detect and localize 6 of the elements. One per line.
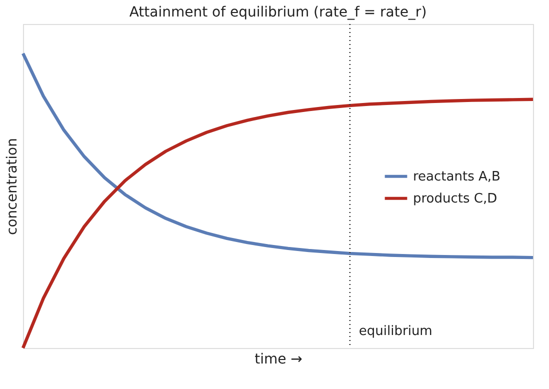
legend-label: reactants A,B	[413, 169, 500, 184]
x-axis-title: time →	[254, 352, 303, 368]
annotation: equilibrium	[358, 324, 432, 339]
legend-label: products C,D	[413, 191, 498, 206]
y-axis-title: concentration	[4, 138, 20, 235]
chart-title: Attainment of equilibrium (rate_f = rate_r)	[129, 4, 427, 20]
